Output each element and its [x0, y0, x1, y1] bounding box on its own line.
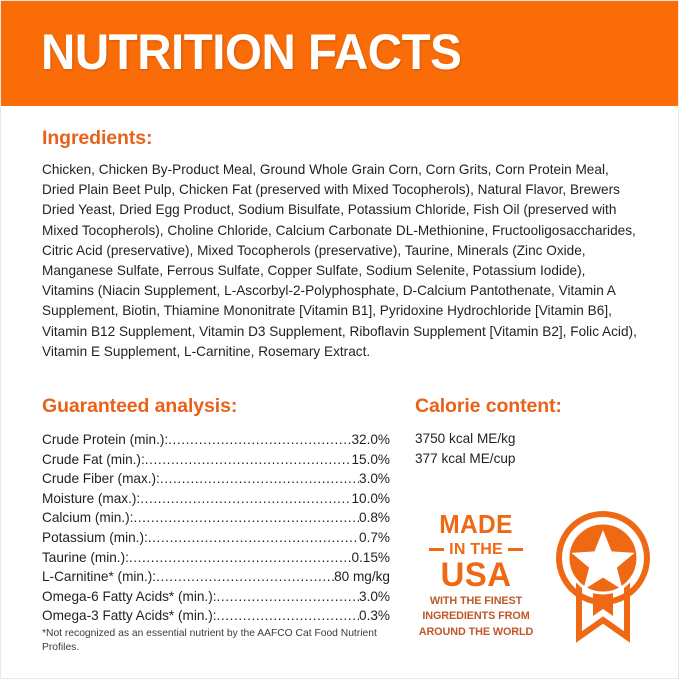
analysis-nutrient-value: 80 mg/kg	[334, 569, 390, 585]
analysis-nutrient-name: Crude Protein (min.):	[42, 432, 169, 447]
calorie-content-line: 3750 kcal ME/kg	[415, 431, 516, 446]
analysis-nutrient-name: Calcium (min.):	[42, 510, 134, 526]
analysis-nutrient-name: Omega-3 Fatty Acids* (min.):	[42, 608, 217, 624]
guaranteed-analysis-row: Potassium (min.):.......................…	[42, 528, 390, 548]
analysis-nutrient-value: 32.0%	[351, 432, 390, 447]
ingredients-section: Ingredients: Chicken, Chicken By-Product…	[42, 127, 642, 362]
analysis-nutrient-name: Taurine (min.):	[42, 549, 129, 565]
analysis-dot-leader: ........................................…	[147, 529, 360, 545]
footnote-text: *Not recognized as an essential nutrient…	[42, 628, 377, 654]
guaranteed-analysis-heading: Guaranteed analysis:	[42, 395, 238, 417]
analysis-dot-leader: ........................................…	[216, 588, 360, 604]
page-title: NUTRITION FACTS	[41, 24, 462, 80]
analysis-dot-leader: ........................................…	[144, 451, 352, 467]
analysis-nutrient-value: 3.0%	[359, 471, 390, 487]
star-icon	[571, 530, 635, 590]
calorie-content-line: 377 kcal ME/cup	[415, 450, 516, 466]
guaranteed-analysis-row: Crude Protein (min.):...................…	[42, 430, 390, 450]
guaranteed-analysis-section: Guaranteed analysis: Crude Protein (min.…	[42, 395, 392, 626]
analysis-nutrient-value: 10.0%	[351, 490, 390, 506]
badge-in-the-row: IN THE	[410, 541, 542, 558]
calorie-content-section: Calorie content: 3750 kcal ME/kg 377 kcal…	[415, 395, 655, 468]
badge-tagline-line-3: AROUND THE WORLD	[418, 625, 534, 638]
analysis-nutrient-value: 0.3%	[359, 608, 390, 624]
analysis-dot-leader: ........................................…	[133, 510, 360, 526]
badge-made-label: MADE	[439, 511, 513, 539]
analysis-dot-leader: ........................................…	[168, 432, 352, 447]
analysis-nutrient-name: Moisture (max.):	[42, 490, 141, 506]
analysis-nutrient-value: 0.15%	[351, 549, 390, 565]
badge-rule-right-icon	[507, 547, 523, 552]
medal-inner-ring-icon	[566, 521, 640, 595]
ingredients-text: Chicken, Chicken By-Product Meal, Ground…	[42, 162, 637, 359]
analysis-nutrient-value: 0.8%	[359, 510, 390, 526]
calorie-content-heading: Calorie content:	[415, 395, 562, 417]
made-in-usa-badge: MADE IN THE USA WITH THE FINEST INGREDIE…	[410, 511, 660, 645]
analysis-dot-leader: ........................................…	[156, 569, 334, 585]
ingredients-heading: Ingredients:	[42, 127, 153, 149]
star-medal-ribbon-icon	[556, 511, 650, 643]
guaranteed-analysis-row: Taurine (min.):.........................…	[42, 548, 390, 568]
analysis-nutrient-value: 3.0%	[359, 588, 390, 604]
analysis-nutrient-name: Potassium (min.):	[42, 529, 148, 545]
analysis-nutrient-value: 15.0%	[351, 451, 390, 467]
analysis-nutrient-name: Crude Fat (min.):	[42, 451, 145, 467]
calorie-content-lines: 3750 kcal ME/kg 377 kcal ME/cup	[415, 429, 655, 468]
analysis-nutrient-value: 0.7%	[359, 529, 390, 545]
analysis-dot-leader: ........................................…	[128, 549, 352, 565]
analysis-dot-leader: ........................................…	[140, 490, 352, 506]
guaranteed-analysis-rows: Crude Protein (min.):...................…	[42, 430, 392, 626]
analysis-nutrient-name: L-Carnitine* (min.):	[42, 569, 157, 585]
badge-usa-label: USA	[440, 556, 512, 594]
badge-tagline-line-2: INGREDIENTS FROM	[422, 610, 530, 623]
guaranteed-analysis-row: Omega-3 Fatty Acids* (min.):............…	[42, 606, 390, 626]
analysis-dot-leader: ........................................…	[216, 608, 360, 624]
guaranteed-analysis-row: Moisture (max.):........................…	[42, 489, 390, 509]
guaranteed-analysis-row: L-Carnitine* (min.):....................…	[42, 567, 390, 587]
header-band: NUTRITION FACTS	[1, 1, 678, 106]
badge-tagline-line-1: WITH THE FINEST	[429, 595, 523, 607]
guaranteed-analysis-row: Omega-6 Fatty Acids* (min.):............…	[42, 587, 390, 607]
guaranteed-analysis-row: Calcium (min.):.........................…	[42, 508, 390, 528]
badge-rule-left-icon	[429, 547, 445, 552]
analysis-nutrient-name: Crude Fiber (max.):	[42, 471, 160, 487]
guaranteed-analysis-row: Crude Fat (min.):.......................…	[42, 450, 390, 470]
analysis-nutrient-name: Omega-6 Fatty Acids* (min.):	[42, 588, 217, 604]
badge-text-block: MADE IN THE USA WITH THE FINEST INGREDIE…	[410, 511, 542, 638]
analysis-dot-leader: ........................................…	[159, 471, 359, 487]
guaranteed-analysis-row: Crude Fiber (max.):.....................…	[42, 469, 390, 489]
badge-in-the-label: IN THE	[449, 541, 503, 558]
medal-outer-ring-icon	[556, 511, 650, 605]
